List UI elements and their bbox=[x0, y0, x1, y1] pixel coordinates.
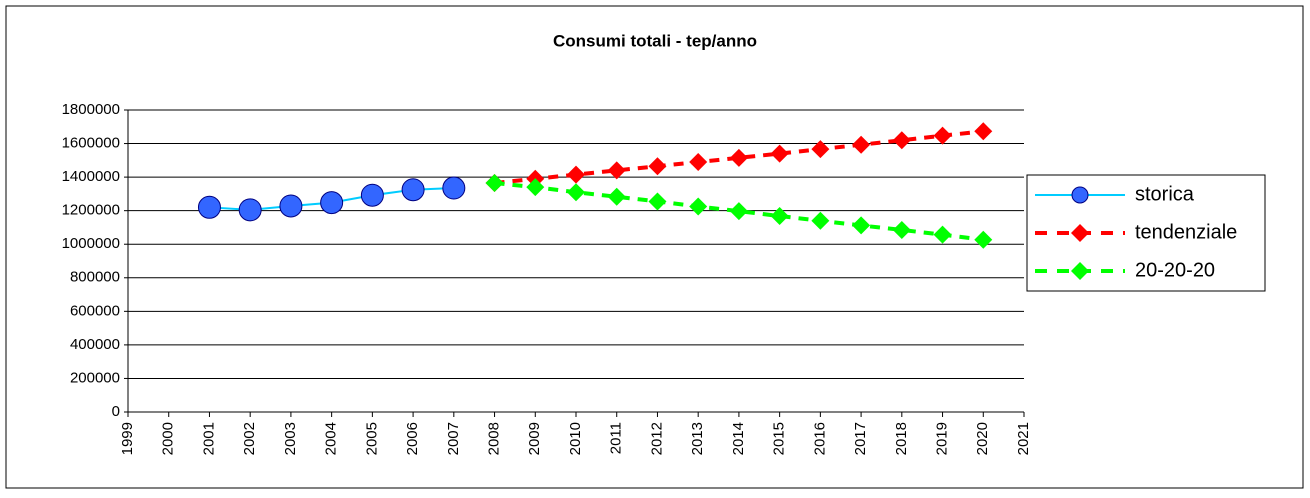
x-tick-label: 2014 bbox=[730, 422, 747, 455]
legend-marker bbox=[1071, 224, 1089, 242]
y-tick-label: 1000000 bbox=[62, 235, 120, 252]
marker bbox=[360, 183, 384, 207]
x-tick-label: 2004 bbox=[323, 422, 340, 455]
x-tick-label: 2007 bbox=[445, 422, 462, 455]
x-tick-label: 2008 bbox=[486, 422, 503, 455]
marker bbox=[607, 187, 626, 206]
x-tick-label: 2013 bbox=[689, 422, 706, 455]
marker bbox=[811, 140, 830, 159]
legend-marker bbox=[1071, 262, 1089, 280]
y-tick-label: 600000 bbox=[70, 302, 120, 319]
x-tick-label: 2011 bbox=[608, 422, 625, 454]
x-tick-label: 2005 bbox=[363, 422, 380, 455]
legend-label: storica bbox=[1135, 183, 1195, 205]
marker bbox=[933, 126, 952, 145]
x-tick-label: 1999 bbox=[119, 422, 136, 455]
marker bbox=[892, 131, 911, 150]
x-tick-label: 2003 bbox=[282, 422, 299, 455]
marker bbox=[974, 230, 993, 249]
marker bbox=[442, 176, 466, 200]
marker bbox=[729, 202, 748, 221]
y-tick-label: 1800000 bbox=[62, 101, 120, 118]
x-tick-label: 2010 bbox=[567, 422, 584, 455]
y-tick-label: 1600000 bbox=[62, 135, 120, 152]
x-tick-label: 2018 bbox=[893, 422, 910, 455]
x-tick-label: 2020 bbox=[974, 422, 991, 455]
marker bbox=[238, 198, 262, 222]
legend-label: tendenziale bbox=[1135, 221, 1237, 243]
marker bbox=[770, 207, 789, 226]
x-tick-label: 2019 bbox=[934, 422, 951, 455]
x-tick-label: 2002 bbox=[241, 422, 258, 455]
y-tick-label: 1200000 bbox=[62, 202, 120, 219]
x-tick-label: 2012 bbox=[648, 422, 665, 455]
x-tick-label: 2017 bbox=[852, 422, 869, 455]
x-tick-label: 2006 bbox=[404, 422, 421, 455]
y-tick-label: 800000 bbox=[70, 269, 120, 286]
x-tick-label: 2009 bbox=[526, 422, 543, 455]
y-tick-label: 1400000 bbox=[62, 168, 120, 185]
marker bbox=[770, 144, 789, 163]
x-tick-label: 2016 bbox=[811, 422, 828, 455]
marker bbox=[401, 178, 425, 202]
x-tick-label: 2001 bbox=[200, 422, 217, 455]
x-tick-label: 2021 bbox=[1015, 422, 1032, 455]
y-tick-label: 200000 bbox=[70, 369, 120, 386]
y-tick-label: 400000 bbox=[70, 336, 120, 353]
marker bbox=[974, 122, 993, 141]
marker bbox=[320, 191, 344, 215]
chart-title: Consumi totali - tep/anno bbox=[553, 31, 757, 50]
x-tick-label: 2000 bbox=[160, 422, 177, 455]
y-tick-label: 0 bbox=[112, 403, 120, 420]
x-tick-label: 2015 bbox=[771, 422, 788, 455]
marker bbox=[689, 153, 708, 172]
marker bbox=[567, 183, 585, 202]
marker bbox=[526, 178, 545, 197]
marker bbox=[729, 148, 748, 167]
marker bbox=[197, 195, 221, 219]
legend-marker bbox=[1071, 186, 1089, 204]
marker bbox=[607, 161, 626, 180]
marker bbox=[567, 165, 585, 184]
marker bbox=[648, 192, 667, 211]
legend-label: 20-20-20 bbox=[1135, 259, 1215, 281]
marker bbox=[852, 216, 871, 235]
marker bbox=[892, 220, 911, 239]
marker bbox=[648, 157, 667, 176]
marker bbox=[689, 197, 708, 216]
marker bbox=[852, 135, 871, 154]
marker bbox=[279, 194, 303, 218]
marker bbox=[811, 211, 830, 230]
marker bbox=[933, 225, 952, 244]
marker bbox=[485, 173, 504, 192]
